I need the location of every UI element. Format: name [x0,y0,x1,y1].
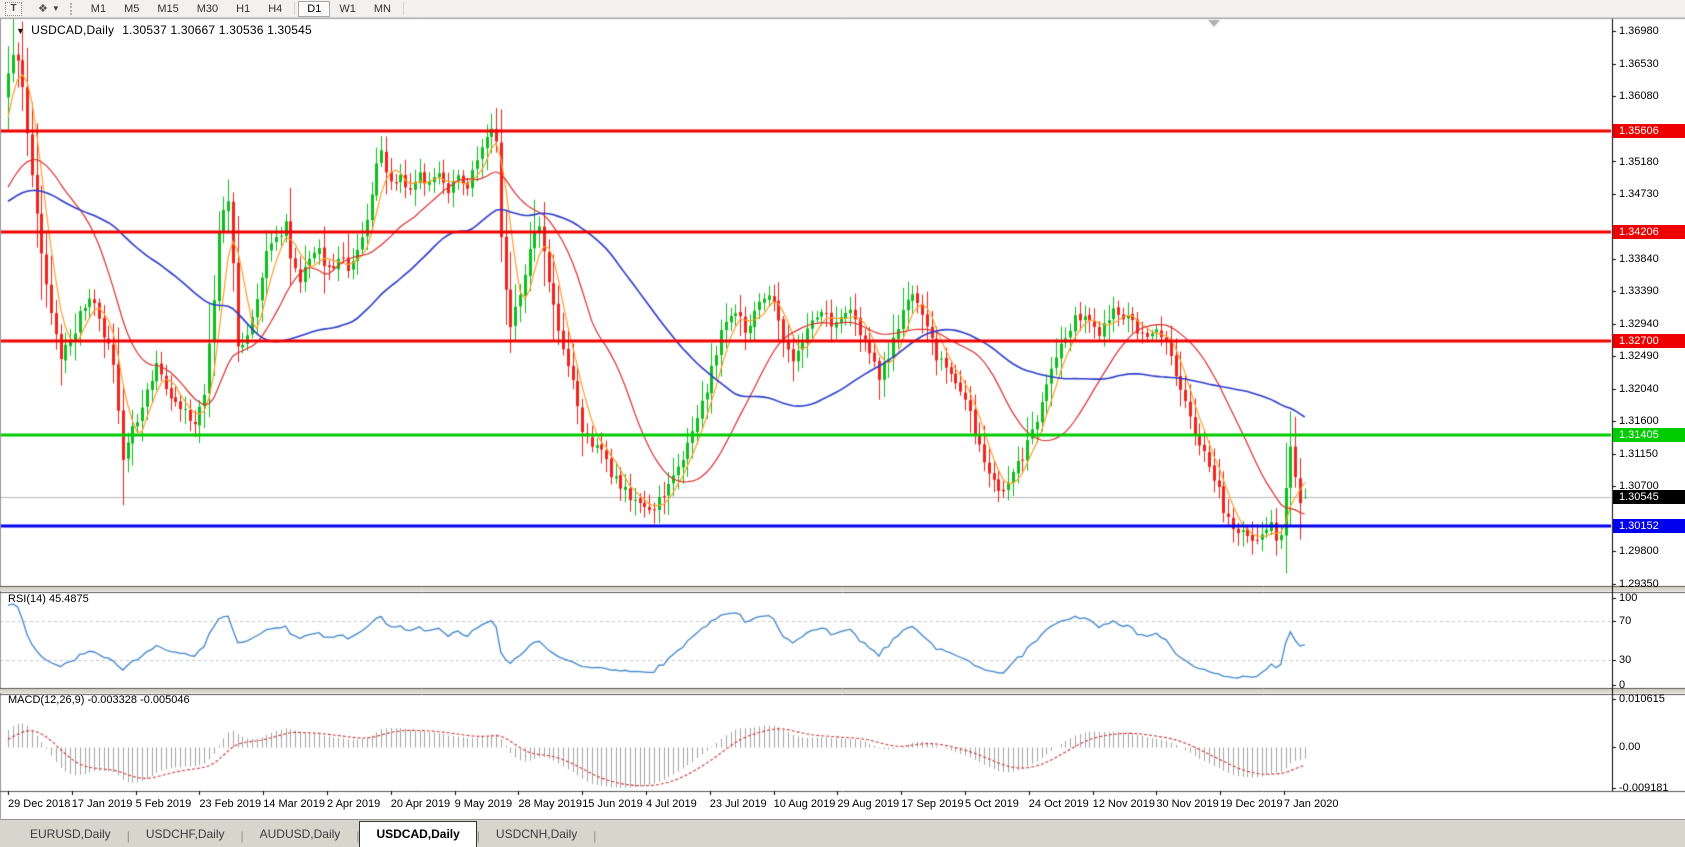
date-tick-label: 12 Nov 2019 [1092,798,1155,810]
toolbar-separator [294,2,296,15]
collapse-chart-icon[interactable]: ▼ [16,26,26,36]
date-tick-label: 9 May 2019 [454,798,513,810]
symbol-tab-usdcnh[interactable]: USDCNH,Daily [495,827,578,841]
price-tick-label: 1.32040 [1619,383,1659,395]
date-tick-label: 24 Oct 2019 [1028,798,1089,810]
rsi-indicator-label: RSI(14) 45.4875 [8,593,89,605]
tab-separator-icon: | [476,829,480,843]
timeframe-button-mn[interactable]: MN [373,2,391,15]
level-price-chip: 1.30152 [1613,518,1685,533]
chart-title-ohlc: 1.30537 1.30667 1.30536 1.30545 [122,23,312,37]
date-tick-label: 17 Sep 2019 [901,798,964,810]
date-tick-label: 7 Jan 2020 [1284,798,1339,810]
macd-tick-label: 0.010615 [1619,693,1665,705]
price-tick-label: 1.35180 [1619,155,1659,168]
date-tick-label: 23 Feb 2019 [199,798,262,810]
symbol-tab-bar: EURUSD,Daily | USDCHF,Daily | AUDUSD,Daily | U… [0,819,1685,847]
price-tick-label: 1.29800 [1619,545,1659,558]
price-tick-label: 1.33390 [1619,285,1659,298]
timeframe-button-m1[interactable]: M1 [90,2,107,15]
toolbar: T ❖ ▼ M1 M5 M15 M30 H1 H4 D1 W1 MN [0,0,1685,18]
date-tick-label: 5 Oct 2019 [965,798,1019,810]
date-tick-label: 20 Apr 2019 [390,798,451,810]
price-tick-label: 1.31150 [1619,447,1658,460]
date-tick-label: 29 Dec 2018 [8,798,71,810]
level-price-chip: 1.31405 [1613,428,1685,443]
symbol-tab-usdcad[interactable]: USDCAD,Daily [359,821,477,847]
tab-bar-lead [0,820,14,847]
timeframe-button-w1[interactable]: W1 [339,2,356,15]
chart-title-symbol: USDCAD,Daily [31,23,115,37]
rsi-tick-label: 100 [1619,592,1638,604]
timeframe-button-h4[interactable]: H4 [268,2,283,15]
date-tick-label: 29 Aug 2019 [837,798,900,810]
chart-title: ▼ USDCAD,Daily 1.30537 1.30667 1.30536 1.3… [16,23,312,37]
macd-indicator-label: MACD(12,26,9) -0.003328 -0.005046 [8,694,190,706]
rsi-tick-label: 30 [1619,653,1632,666]
price-tick-label: 1.30700 [1619,480,1659,493]
date-tick-label: 10 Aug 2019 [773,798,836,810]
price-tick-label: 1.31600 [1619,414,1659,427]
price-tick-label: 1.32490 [1619,350,1659,363]
draw-objects-dropdown-icon[interactable]: ▼ [51,4,60,13]
tab-separator-icon: | [593,829,597,843]
date-tick-label: 4 Jul 2019 [646,798,697,810]
macd-tick-label: -0.009181 [1619,782,1669,794]
price-tick-label: 1.36980 [1619,25,1659,37]
date-tick-label: 5 Feb 2019 [135,798,192,810]
draw-objects-icon[interactable]: ❖ [38,3,48,15]
date-tick-label: 30 Nov 2019 [1156,798,1219,810]
date-tick-label: 15 Jun 2019 [582,798,643,810]
tab-separator-icon: | [356,829,360,843]
timeframe-button-m15[interactable]: M15 [157,2,179,15]
date-tick-label: 17 Jan 2019 [71,798,133,810]
level-price-chip: 1.32700 [1613,334,1685,349]
price-tick-label: 1.33840 [1619,252,1659,265]
symbol-tab-audusd[interactable]: AUDUSD,Daily [259,827,341,841]
price-tick-label: 1.34730 [1619,188,1659,201]
rsi-tick-label: 70 [1619,615,1632,628]
text-tool-button[interactable]: T [5,1,22,16]
timeframe-button-d1[interactable]: D1 [298,0,331,17]
rsi-tick-label: 0 [1619,679,1626,691]
price-tick-label: 1.32940 [1619,317,1659,330]
symbol-tab-usdchf[interactable]: USDCHF,Daily [145,827,225,841]
macd-tick-label: 0.00 [1619,741,1641,753]
current-price-chip: 1.30545 [1613,490,1685,505]
price-tick-label: 1.36080 [1619,90,1659,103]
timeframe-button-m30[interactable]: M30 [196,2,219,15]
timeframe-button-m5[interactable]: M5 [124,2,140,15]
level-price-chip: 1.34206 [1613,225,1685,240]
date-tick-label: 28 May 2019 [518,798,582,810]
price-tick-label: 1.36530 [1619,57,1659,70]
date-tick-label: 23 Jul 2019 [709,798,767,810]
toolbar-separator [402,2,404,15]
toolbar-grip[interactable] [69,2,74,15]
tab-separator-icon: | [126,829,130,843]
timeframe-button-h1[interactable]: H1 [236,2,251,15]
price-tick-label: 1.29350 [1619,578,1659,590]
level-price-chip: 1.35606 [1613,123,1685,138]
date-tick-label: 14 Mar 2019 [263,798,325,810]
date-tick-label: 19 Dec 2019 [1220,798,1283,810]
tab-separator-icon: | [240,829,244,843]
date-tick-label: 2 Apr 2019 [327,798,381,810]
symbol-tab-eurusd[interactable]: EURUSD,Daily [30,827,111,841]
